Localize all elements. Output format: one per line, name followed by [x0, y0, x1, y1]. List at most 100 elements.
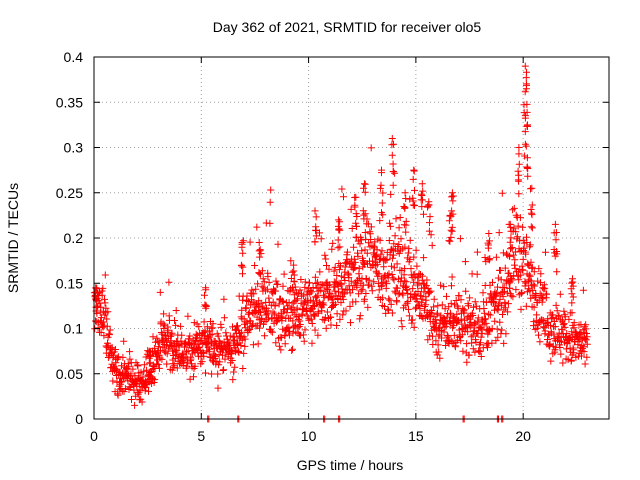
- data-point: [327, 313, 335, 321]
- data-point: [159, 320, 167, 328]
- data-point: [114, 391, 122, 399]
- data-point: [525, 271, 533, 279]
- data-point: [373, 252, 380, 260]
- data-point: [459, 347, 467, 355]
- data-point: [506, 284, 514, 292]
- data-point: [449, 322, 457, 330]
- data-point: [216, 358, 224, 366]
- data-point: [410, 323, 418, 331]
- data-point: [130, 386, 138, 394]
- data-point: [531, 282, 539, 290]
- data-point: [521, 114, 529, 122]
- data-point: [216, 339, 224, 347]
- data-point: [430, 303, 438, 311]
- data-point: [353, 283, 361, 291]
- data-point: [243, 292, 251, 300]
- data-point: [239, 263, 247, 271]
- data-point: [333, 310, 341, 318]
- data-point: [411, 186, 418, 194]
- data-point: [517, 305, 525, 313]
- data-point: [553, 268, 561, 276]
- data-point: [406, 255, 414, 263]
- data-point: [333, 272, 341, 279]
- data-point: [493, 325, 501, 333]
- data-point: [187, 340, 195, 348]
- data-point: [311, 312, 319, 320]
- data-point: [202, 369, 209, 377]
- data-point: [146, 347, 154, 355]
- data-point: [140, 361, 148, 369]
- data-point: [239, 249, 247, 257]
- data-point: [296, 317, 304, 325]
- data-point: [521, 62, 529, 70]
- data-point: [506, 252, 514, 260]
- data-point: [523, 239, 531, 246]
- data-point: [200, 318, 208, 326]
- data-point: [537, 279, 544, 287]
- data-point: [552, 301, 560, 309]
- data-point: [555, 311, 563, 319]
- data-point: [506, 238, 514, 246]
- data-point: [565, 315, 573, 323]
- data-point: [337, 281, 345, 289]
- data-point: [426, 213, 434, 221]
- grid-lines: [94, 57, 609, 419]
- data-point: [389, 254, 397, 262]
- data-point: [386, 296, 394, 304]
- data-point: [437, 281, 445, 289]
- data-point: [307, 315, 315, 323]
- data-point: [270, 310, 278, 318]
- data-point: [178, 331, 186, 339]
- data-point: [220, 366, 228, 374]
- data-point: [301, 278, 309, 286]
- data-point: [463, 358, 471, 366]
- data-point: [523, 100, 531, 108]
- data-point: [200, 352, 208, 360]
- data-point: [320, 301, 328, 309]
- data-point: [512, 286, 520, 294]
- data-point: [469, 331, 477, 339]
- data-point: [469, 345, 477, 353]
- data-point: [526, 241, 534, 249]
- data-point: [563, 330, 571, 337]
- data-point: [163, 360, 171, 368]
- data-point: [212, 352, 219, 360]
- data-point: [253, 223, 261, 231]
- data-point: [278, 297, 286, 305]
- data-point: [103, 322, 111, 330]
- data-point: [486, 311, 494, 319]
- data-point: [424, 202, 432, 210]
- data-point: [449, 192, 457, 200]
- data-point: [206, 345, 214, 353]
- data-point: [514, 222, 522, 230]
- data-point: [163, 350, 171, 358]
- data-point: [500, 339, 508, 347]
- data-point: [208, 330, 216, 338]
- data-point: [161, 321, 169, 329]
- data-point: [377, 282, 385, 290]
- data-point: [345, 274, 353, 282]
- data-point: [191, 362, 199, 370]
- data-point: [242, 304, 250, 312]
- data-point: [111, 346, 119, 353]
- data-point: [347, 277, 355, 285]
- data-point: [434, 302, 442, 310]
- data-point: [308, 288, 316, 296]
- data-point: [543, 290, 551, 298]
- data-point: [312, 280, 320, 287]
- data-point: [380, 263, 388, 271]
- data-point: [579, 344, 587, 352]
- data-point: [271, 302, 279, 310]
- data-point: [340, 193, 347, 201]
- data-point: [311, 326, 319, 334]
- data-point: [286, 327, 294, 335]
- data-point: [187, 355, 195, 363]
- data-point: [516, 214, 524, 222]
- data-point: [106, 331, 113, 339]
- data-point: [443, 313, 451, 321]
- y-tick-labels: 0 0.05 0.1 0.15 0.2 0.25 0.3 0.35 0.4: [56, 49, 83, 427]
- data-point: [524, 172, 532, 180]
- data-point: [335, 288, 342, 296]
- data-point: [288, 268, 296, 276]
- data-point: [376, 217, 384, 225]
